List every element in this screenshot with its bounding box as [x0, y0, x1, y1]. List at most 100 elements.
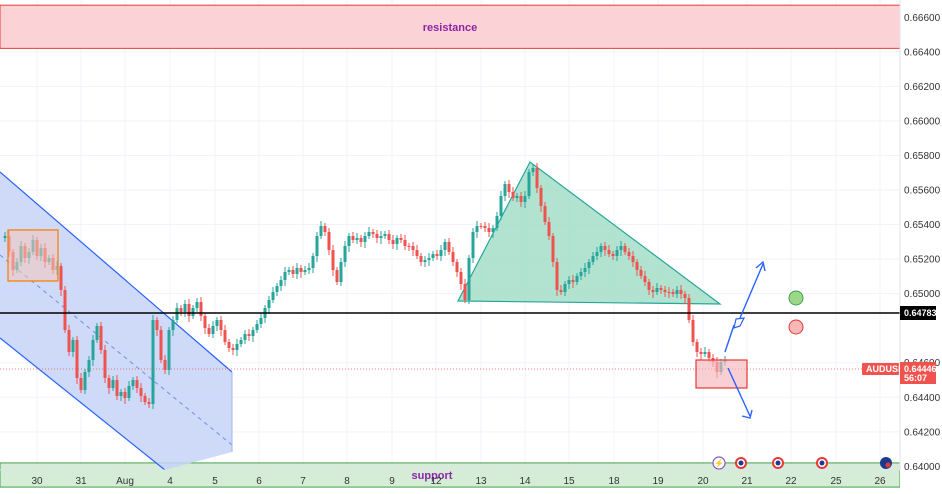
- candle-body: [171, 320, 175, 330]
- channel-upper-line[interactable]: [0, 171, 233, 373]
- candle-body: [187, 304, 191, 316]
- time-tick-label: 6: [256, 476, 262, 487]
- candle-body: [143, 396, 147, 402]
- channel-lower-line[interactable]: [0, 337, 166, 471]
- candle-body: [207, 328, 211, 334]
- time-tick-label: 13: [475, 476, 487, 487]
- candle-body: [319, 226, 323, 236]
- candle-body: [79, 378, 83, 390]
- candle-body: [703, 352, 707, 354]
- candle-body: [215, 320, 219, 326]
- candle-body: [247, 334, 251, 336]
- candle-body: [227, 342, 231, 348]
- candle-body: [447, 242, 451, 252]
- candle-body: [311, 256, 315, 268]
- candle-body: [519, 196, 523, 202]
- candle-body: [431, 254, 435, 258]
- svg-text:56:07: 56:07: [904, 373, 927, 383]
- candle-body: [531, 168, 535, 172]
- candle-body: [383, 234, 387, 236]
- candle-body: [511, 192, 515, 198]
- candle-body: [123, 392, 127, 398]
- candle-body: [399, 238, 403, 240]
- candle-body: [463, 284, 467, 300]
- candle-body: [527, 172, 531, 196]
- current-price-badge: 0.64446 56:07: [900, 362, 937, 384]
- candle-body: [147, 402, 151, 404]
- candle-body: [555, 262, 559, 290]
- candle-body: [343, 246, 347, 262]
- candle-body: [467, 258, 471, 300]
- event-icons[interactable]: ⚡: [712, 456, 892, 470]
- candle-body: [575, 276, 579, 282]
- candle-body: [391, 240, 395, 244]
- candle-body: [307, 268, 311, 270]
- candle-body: [359, 238, 363, 242]
- candle-body: [163, 360, 167, 370]
- support-zone[interactable]: [0, 462, 901, 488]
- candle-body: [499, 196, 503, 216]
- target-circle[interactable]: [788, 290, 804, 306]
- candle-body: [387, 234, 391, 240]
- candle-body: [643, 276, 647, 282]
- flag-icon: [880, 457, 892, 469]
- candle-body: [99, 326, 103, 350]
- candle-body: [403, 240, 407, 246]
- time-tick-label: 31: [75, 476, 87, 487]
- candle-body: [627, 252, 631, 256]
- candle-body: [195, 302, 199, 308]
- candle-body: [543, 206, 547, 222]
- candle-body: [595, 252, 599, 256]
- candle-body: [255, 324, 259, 330]
- resistance-label: resistance: [423, 22, 477, 34]
- candle-body: [655, 288, 659, 292]
- candle-body: [315, 236, 319, 256]
- candle-body: [523, 196, 527, 202]
- candle-body: [583, 268, 587, 272]
- candle-body: [267, 300, 271, 308]
- symbol-badge: AUDUSD: [862, 363, 905, 375]
- price-tick-label: 0.66400: [904, 47, 941, 58]
- candle-body: [539, 188, 543, 206]
- price-tick-label: 0.64200: [904, 427, 941, 438]
- candle-body: [647, 282, 651, 290]
- price-tick-label: 0.65000: [904, 289, 941, 300]
- candle-body: [283, 272, 287, 280]
- stop-circle[interactable]: [788, 319, 804, 335]
- candle-body: [639, 270, 643, 276]
- projection-arrows[interactable]: [724, 260, 766, 419]
- candle-body: [471, 232, 475, 258]
- candle-body: [155, 320, 159, 330]
- resistance-zone[interactable]: [0, 4, 901, 49]
- candle-body: [179, 308, 183, 312]
- candle-body: [139, 388, 143, 396]
- time-tick-label: 12: [430, 476, 442, 487]
- svg-text:AUDUSD: AUDUSD: [866, 364, 905, 374]
- candle-body: [587, 262, 591, 268]
- candle-body: [95, 326, 99, 340]
- candle-body: [223, 330, 227, 342]
- current-zone-box[interactable]: [695, 359, 748, 389]
- candle-body: [619, 246, 623, 250]
- event-icon: [712, 456, 726, 470]
- candle-body: [183, 304, 187, 312]
- consolidation-box[interactable]: [7, 229, 59, 282]
- candle-body: [687, 298, 691, 320]
- candle-body: [603, 246, 607, 250]
- price-tick-label: 0.64400: [904, 393, 941, 404]
- candle-body: [559, 290, 563, 292]
- candle-body: [475, 226, 479, 232]
- price-axis[interactable]: [900, 0, 942, 494]
- candle-body: [339, 262, 343, 282]
- candle-body: [535, 168, 539, 188]
- candle-body: [295, 268, 299, 274]
- candle-body: [235, 344, 239, 350]
- candle-body: [615, 250, 619, 256]
- candle-body: [443, 242, 447, 250]
- candle-body: [459, 272, 463, 284]
- candle-body: [423, 260, 427, 262]
- candle-body: [439, 250, 443, 256]
- candle-body: [135, 380, 139, 388]
- candle-body: [667, 292, 671, 293]
